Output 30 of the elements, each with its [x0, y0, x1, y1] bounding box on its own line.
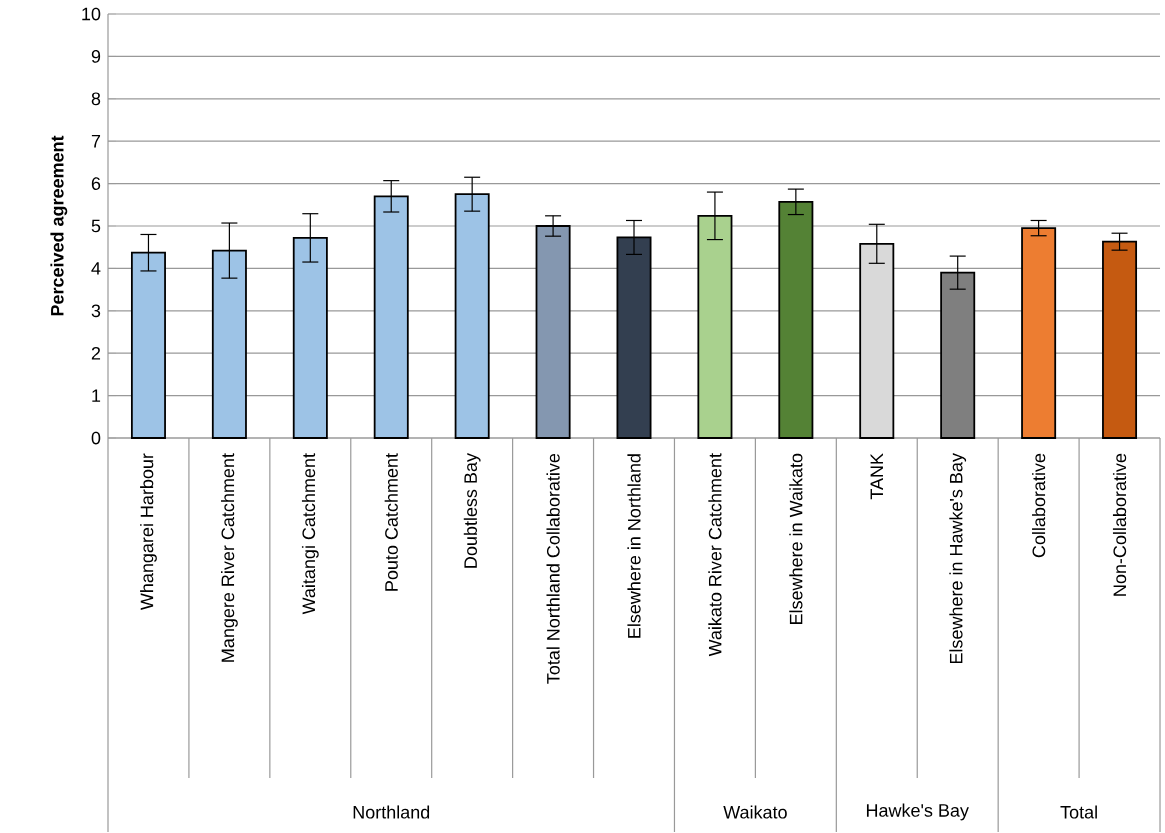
y-tick-label: 2 [91, 347, 101, 360]
y-tick-label: 7 [91, 135, 101, 148]
x-tick-label: Non-Collaborative [1112, 454, 1127, 596]
text: Waikato [723, 805, 787, 819]
y-axis-title: Perceived agreement [50, 135, 68, 316]
x-tick-label: Waitangi Catchment [301, 453, 319, 615]
y-tick-label: 9 [91, 50, 101, 63]
x-tick-label: TANK [870, 453, 883, 500]
y-tick-label: 10 [82, 7, 101, 21]
x-tick-label: Elsewhere in Waikato [789, 454, 803, 625]
bar [616, 236, 652, 440]
x-tick-label: Doubtless Bay [463, 453, 481, 568]
x-tick-label: Whangarei Harbour [140, 453, 157, 611]
y-tick-label: 0 [91, 431, 101, 445]
x-tick-label: Total Northland Collaborative [546, 454, 560, 684]
y-tick-label: 5 [91, 219, 101, 233]
y-tick-label: 4 [91, 262, 101, 275]
text: Hawke's Bay [866, 803, 969, 821]
x-tick-label: Pouto Catchment [384, 453, 398, 591]
y-tick-label: 6 [91, 177, 101, 191]
y-tick-label: 8 [91, 92, 101, 106]
y-tick-label: 3 [91, 304, 101, 318]
text: Northland [353, 805, 430, 819]
x-tick-label: Elsewhere in Northland [627, 454, 641, 638]
x-tick-label: Elsewhere in Hawke's Bay [949, 453, 967, 664]
x-tick-label: Waikato River Catchment [708, 453, 722, 657]
x-tick-label: Collaborative [1032, 454, 1046, 558]
text: Total [1060, 805, 1097, 819]
y-tick-label: 1 [92, 389, 101, 402]
x-tick-label: Mangere River Catchment [221, 453, 238, 662]
